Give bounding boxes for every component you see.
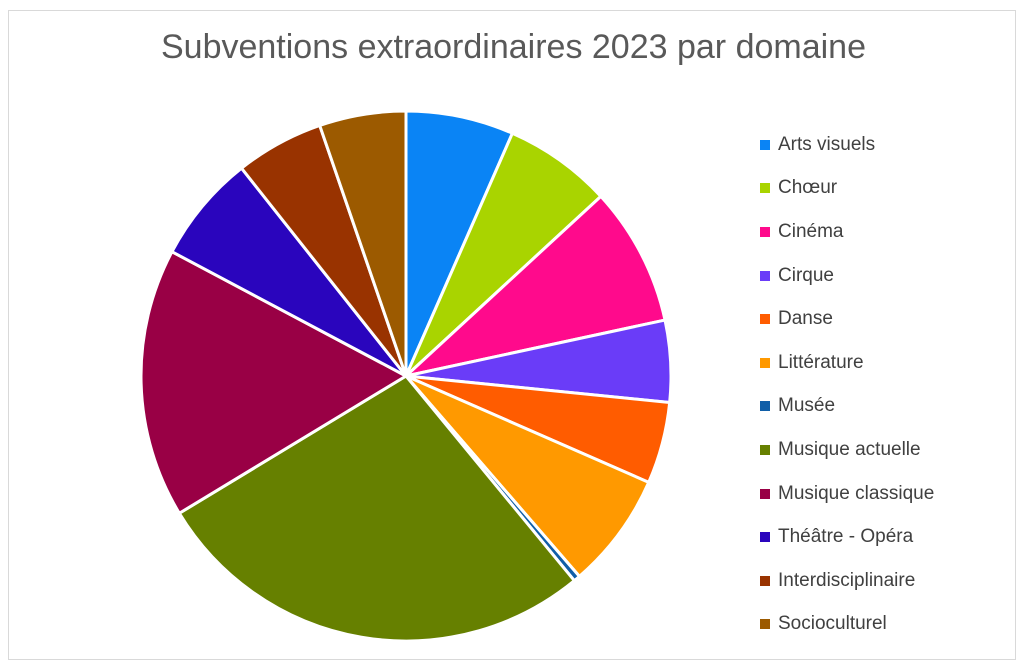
legend-item: Cinéma [760, 210, 934, 254]
legend-item: Littérature [760, 341, 934, 385]
pie-slice-musique-actuelle [177, 374, 576, 643]
legend-label: Littérature [778, 351, 864, 373]
legend-swatch [760, 619, 770, 630]
legend-label: Danse [778, 308, 833, 330]
legend-label: Chœur [778, 177, 838, 199]
pie-slice-arts-visuels [404, 109, 514, 378]
legend-item: Cirque [760, 254, 934, 298]
legend-item: Musée [760, 385, 934, 429]
legend-swatch [760, 357, 770, 368]
legend-swatch [760, 488, 770, 499]
pie-slice-ch-ur [404, 131, 603, 378]
legend-label: Socioculturel [778, 613, 887, 635]
chart-legend: Arts visuels Chœur Cinéma Cirque Danse Littér… [760, 123, 934, 646]
legend-swatch [760, 270, 770, 281]
pie-slice-theatre-opera [170, 166, 408, 378]
legend-item: Danse [760, 297, 934, 341]
legend-item: Musique classique [760, 472, 934, 516]
legend-label: Interdisciplinaire [778, 569, 916, 591]
legend-label: Cinéma [778, 220, 844, 242]
chart-title: Subventions extraordinaires 2023 par dom… [160, 28, 866, 66]
legend-item: Musique actuelle [760, 428, 934, 472]
legend-swatch [760, 139, 770, 150]
legend-swatch [760, 444, 770, 455]
legend-item: Chœur [760, 167, 934, 211]
legend-label: Arts visuels [778, 133, 876, 155]
legend-swatch [760, 575, 770, 586]
legend-label: Musique classique [778, 482, 935, 504]
pie-slice-cinema [404, 194, 667, 378]
legend-swatch [760, 183, 770, 194]
pie-slice-litterature [404, 374, 651, 578]
legend-swatch [760, 401, 770, 412]
legend-swatch [760, 314, 770, 325]
legend-item: Arts visuels [760, 123, 934, 167]
legend-swatch [760, 532, 770, 543]
legend-item: Théâtre - Opéra [760, 515, 934, 559]
legend-label: Musique actuelle [778, 438, 921, 460]
pie-slice-socioculturel [318, 109, 408, 378]
legend-item: Socioculturel [760, 603, 934, 647]
legend-label: Musée [778, 395, 836, 417]
legend-swatch [760, 226, 770, 237]
legend-label: Cirque [778, 264, 834, 286]
legend-item: Interdisciplinaire [760, 559, 934, 603]
pie-slice-musique-classique [139, 250, 408, 515]
legend-label: Théâtre - Opéra [778, 526, 914, 548]
